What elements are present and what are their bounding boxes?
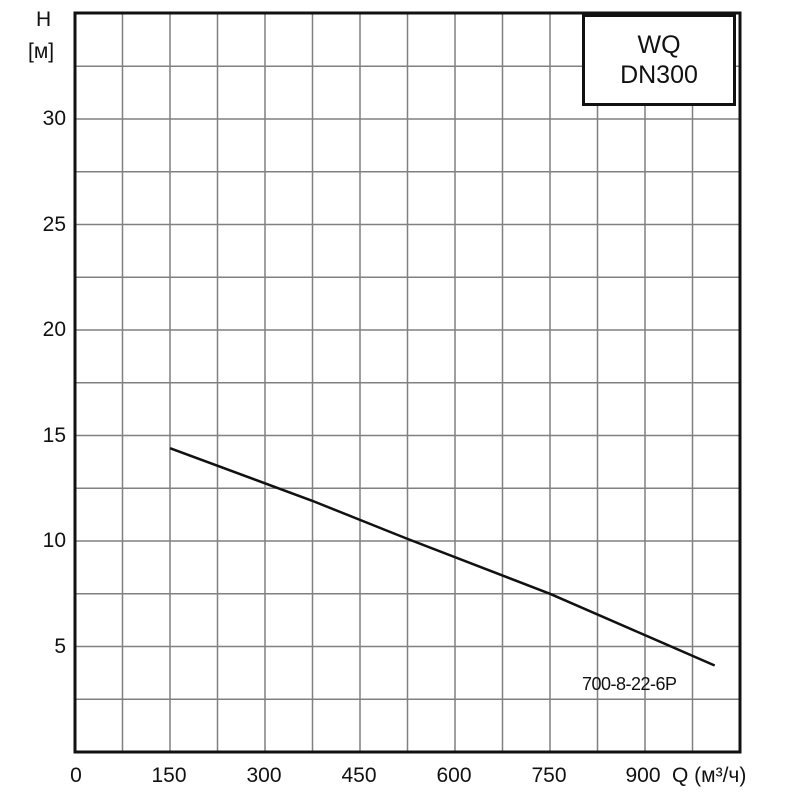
x-tick-750: 750 <box>531 764 567 787</box>
curve-label: 700-8-22-6P <box>582 674 677 694</box>
y-tick-15: 15 <box>42 424 66 447</box>
y-tick-5: 5 <box>54 635 66 658</box>
pump-curve-700-8-22-6P <box>169 447 716 667</box>
x-tick-300: 300 <box>246 764 282 787</box>
title-line-2: DN300 <box>620 61 698 89</box>
y-axis-title-h: H <box>36 8 52 31</box>
x-tick-150: 150 <box>151 764 187 787</box>
y-tick-30: 30 <box>42 107 66 130</box>
x-tick-600: 600 <box>436 764 472 787</box>
y-axis-unit: [м] <box>28 40 55 63</box>
y-tick-25: 25 <box>42 213 66 236</box>
title-line-1: WQ <box>637 31 681 59</box>
x-tick-450: 450 <box>341 764 377 787</box>
x-tick-900: 900 <box>625 764 661 787</box>
x-axis-title: Q (м³/ч) <box>672 764 747 787</box>
y-tick-20: 20 <box>42 318 66 341</box>
plot-frame <box>73 11 742 754</box>
grid-lines <box>75 13 740 752</box>
x-tick-0: 0 <box>70 764 82 787</box>
chart-title-box: WQ DN300 <box>582 14 736 106</box>
y-tick-10: 10 <box>42 529 66 552</box>
